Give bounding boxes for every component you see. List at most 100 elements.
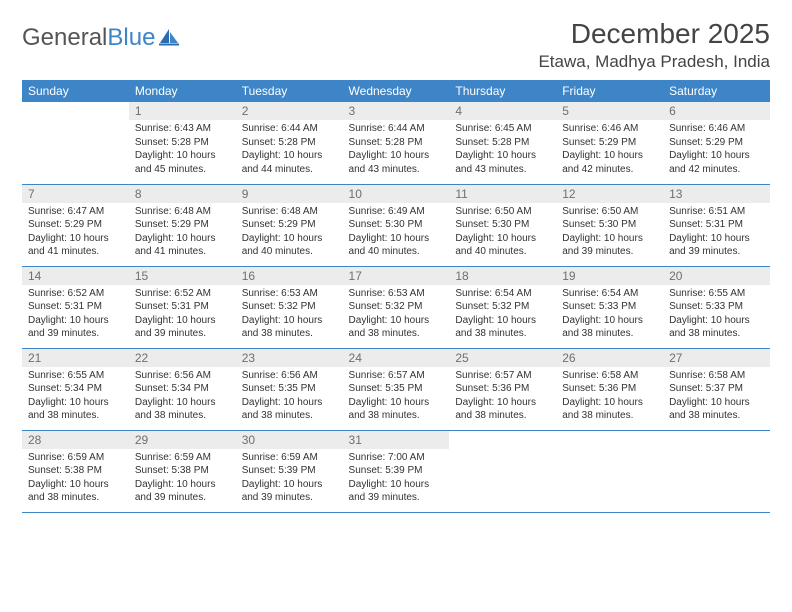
- day-number: 25: [449, 349, 556, 367]
- day-number: 21: [22, 349, 129, 367]
- calendar-cell: 30Sunrise: 6:59 AMSunset: 5:39 PMDayligh…: [236, 430, 343, 512]
- day-details: Sunrise: 6:52 AMSunset: 5:31 PMDaylight:…: [129, 285, 236, 345]
- day-number: 31: [343, 431, 450, 449]
- title-block: December 2025 Etawa, Madhya Pradesh, Ind…: [538, 18, 770, 72]
- calendar-cell: 27Sunrise: 6:58 AMSunset: 5:37 PMDayligh…: [663, 348, 770, 430]
- calendar-cell: [556, 430, 663, 512]
- day-number: 8: [129, 185, 236, 203]
- day-details: Sunrise: 6:50 AMSunset: 5:30 PMDaylight:…: [449, 203, 556, 263]
- calendar-cell: 9Sunrise: 6:48 AMSunset: 5:29 PMDaylight…: [236, 184, 343, 266]
- day-details: Sunrise: 6:44 AMSunset: 5:28 PMDaylight:…: [236, 120, 343, 180]
- calendar-cell: 11Sunrise: 6:50 AMSunset: 5:30 PMDayligh…: [449, 184, 556, 266]
- calendar-cell: 2Sunrise: 6:44 AMSunset: 5:28 PMDaylight…: [236, 102, 343, 184]
- calendar-head: SundayMondayTuesdayWednesdayThursdayFrid…: [22, 80, 770, 102]
- day-number: 1: [129, 102, 236, 120]
- day-number: 13: [663, 185, 770, 203]
- day-details: Sunrise: 6:51 AMSunset: 5:31 PMDaylight:…: [663, 203, 770, 263]
- day-number: 11: [449, 185, 556, 203]
- day-details: Sunrise: 6:46 AMSunset: 5:29 PMDaylight:…: [556, 120, 663, 180]
- day-number: 5: [556, 102, 663, 120]
- day-details: Sunrise: 6:44 AMSunset: 5:28 PMDaylight:…: [343, 120, 450, 180]
- calendar-cell: 24Sunrise: 6:57 AMSunset: 5:35 PMDayligh…: [343, 348, 450, 430]
- weekday-header: Saturday: [663, 80, 770, 102]
- brand-logo: GeneralBlue: [22, 24, 179, 52]
- day-number: 3: [343, 102, 450, 120]
- day-details: Sunrise: 6:59 AMSunset: 5:38 PMDaylight:…: [22, 449, 129, 509]
- day-details: Sunrise: 6:55 AMSunset: 5:34 PMDaylight:…: [22, 367, 129, 427]
- day-details: Sunrise: 6:49 AMSunset: 5:30 PMDaylight:…: [343, 203, 450, 263]
- day-number: 24: [343, 349, 450, 367]
- day-number: 30: [236, 431, 343, 449]
- day-number: 2: [236, 102, 343, 120]
- calendar-cell: 23Sunrise: 6:56 AMSunset: 5:35 PMDayligh…: [236, 348, 343, 430]
- day-number: 17: [343, 267, 450, 285]
- calendar-cell: 1Sunrise: 6:43 AMSunset: 5:28 PMDaylight…: [129, 102, 236, 184]
- day-details: Sunrise: 6:59 AMSunset: 5:38 PMDaylight:…: [129, 449, 236, 509]
- day-number: 6: [663, 102, 770, 120]
- calendar-body: 1Sunrise: 6:43 AMSunset: 5:28 PMDaylight…: [22, 102, 770, 512]
- day-number-empty: [449, 431, 556, 449]
- day-number: 12: [556, 185, 663, 203]
- calendar-cell: [449, 430, 556, 512]
- calendar-cell: 20Sunrise: 6:55 AMSunset: 5:33 PMDayligh…: [663, 266, 770, 348]
- day-number-empty: [663, 431, 770, 449]
- day-number: 28: [22, 431, 129, 449]
- calendar-cell: 14Sunrise: 6:52 AMSunset: 5:31 PMDayligh…: [22, 266, 129, 348]
- day-details: Sunrise: 6:55 AMSunset: 5:33 PMDaylight:…: [663, 285, 770, 345]
- calendar-cell: 19Sunrise: 6:54 AMSunset: 5:33 PMDayligh…: [556, 266, 663, 348]
- brand-name-part2: Blue: [107, 24, 155, 51]
- day-number: 14: [22, 267, 129, 285]
- calendar-cell: 12Sunrise: 6:50 AMSunset: 5:30 PMDayligh…: [556, 184, 663, 266]
- day-details: Sunrise: 6:54 AMSunset: 5:33 PMDaylight:…: [556, 285, 663, 345]
- calendar-cell: [663, 430, 770, 512]
- day-number: 7: [22, 185, 129, 203]
- calendar-cell: 13Sunrise: 6:51 AMSunset: 5:31 PMDayligh…: [663, 184, 770, 266]
- day-number: 20: [663, 267, 770, 285]
- calendar-row: 21Sunrise: 6:55 AMSunset: 5:34 PMDayligh…: [22, 348, 770, 430]
- day-details: Sunrise: 6:47 AMSunset: 5:29 PMDaylight:…: [22, 203, 129, 263]
- header: GeneralBlue December 2025 Etawa, Madhya …: [22, 18, 770, 72]
- calendar-cell: 18Sunrise: 6:54 AMSunset: 5:32 PMDayligh…: [449, 266, 556, 348]
- calendar-cell: [22, 102, 129, 184]
- day-number: 29: [129, 431, 236, 449]
- day-number: 16: [236, 267, 343, 285]
- calendar-cell: 22Sunrise: 6:56 AMSunset: 5:34 PMDayligh…: [129, 348, 236, 430]
- day-number: 23: [236, 349, 343, 367]
- day-number: 9: [236, 185, 343, 203]
- calendar-row: 14Sunrise: 6:52 AMSunset: 5:31 PMDayligh…: [22, 266, 770, 348]
- day-number: 26: [556, 349, 663, 367]
- day-details: Sunrise: 6:48 AMSunset: 5:29 PMDaylight:…: [129, 203, 236, 263]
- brand-name-part1: General: [22, 24, 107, 51]
- weekday-header: Tuesday: [236, 80, 343, 102]
- calendar-row: 7Sunrise: 6:47 AMSunset: 5:29 PMDaylight…: [22, 184, 770, 266]
- brand-name: GeneralBlue: [22, 24, 155, 52]
- day-details: Sunrise: 6:45 AMSunset: 5:28 PMDaylight:…: [449, 120, 556, 180]
- weekday-header: Wednesday: [343, 80, 450, 102]
- calendar-cell: 7Sunrise: 6:47 AMSunset: 5:29 PMDaylight…: [22, 184, 129, 266]
- day-details: Sunrise: 6:43 AMSunset: 5:28 PMDaylight:…: [129, 120, 236, 180]
- sail-icon: [159, 28, 179, 46]
- day-details: Sunrise: 6:53 AMSunset: 5:32 PMDaylight:…: [343, 285, 450, 345]
- day-details: Sunrise: 6:58 AMSunset: 5:37 PMDaylight:…: [663, 367, 770, 427]
- day-details: Sunrise: 6:54 AMSunset: 5:32 PMDaylight:…: [449, 285, 556, 345]
- weekday-header: Sunday: [22, 80, 129, 102]
- calendar-cell: 5Sunrise: 6:46 AMSunset: 5:29 PMDaylight…: [556, 102, 663, 184]
- calendar-cell: 3Sunrise: 6:44 AMSunset: 5:28 PMDaylight…: [343, 102, 450, 184]
- day-details: Sunrise: 6:57 AMSunset: 5:36 PMDaylight:…: [449, 367, 556, 427]
- day-number: 18: [449, 267, 556, 285]
- calendar-row: 1Sunrise: 6:43 AMSunset: 5:28 PMDaylight…: [22, 102, 770, 184]
- calendar-cell: 4Sunrise: 6:45 AMSunset: 5:28 PMDaylight…: [449, 102, 556, 184]
- calendar-cell: 29Sunrise: 6:59 AMSunset: 5:38 PMDayligh…: [129, 430, 236, 512]
- day-details: Sunrise: 6:58 AMSunset: 5:36 PMDaylight:…: [556, 367, 663, 427]
- page-title: December 2025: [538, 18, 770, 50]
- day-number: 19: [556, 267, 663, 285]
- day-details: Sunrise: 6:52 AMSunset: 5:31 PMDaylight:…: [22, 285, 129, 345]
- calendar-cell: 6Sunrise: 6:46 AMSunset: 5:29 PMDaylight…: [663, 102, 770, 184]
- calendar-cell: 31Sunrise: 7:00 AMSunset: 5:39 PMDayligh…: [343, 430, 450, 512]
- day-details: Sunrise: 6:56 AMSunset: 5:34 PMDaylight:…: [129, 367, 236, 427]
- day-number-empty: [556, 431, 663, 449]
- day-details: Sunrise: 6:53 AMSunset: 5:32 PMDaylight:…: [236, 285, 343, 345]
- calendar-row: 28Sunrise: 6:59 AMSunset: 5:38 PMDayligh…: [22, 430, 770, 512]
- weekday-header: Thursday: [449, 80, 556, 102]
- calendar-cell: 21Sunrise: 6:55 AMSunset: 5:34 PMDayligh…: [22, 348, 129, 430]
